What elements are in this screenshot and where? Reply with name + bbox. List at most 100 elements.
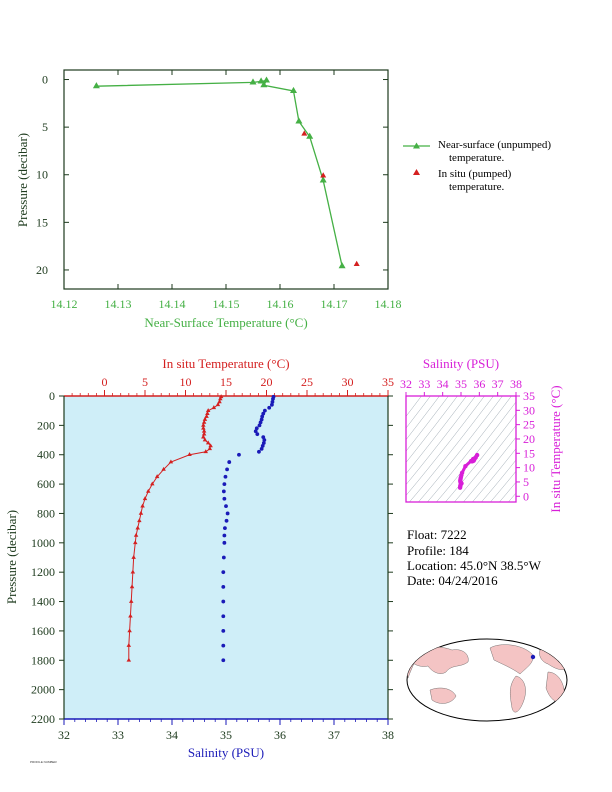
pumped-temperature-point (320, 172, 327, 178)
ts-y-tick-label: 30 (523, 403, 535, 417)
ts-y-tick-label: 35 (523, 389, 535, 403)
pressure-tick-label: 800 (37, 506, 55, 520)
top-y-tick-label: 5 (42, 120, 48, 134)
near-surface-temperature-chart: 14.12 14.13 14.14 14.15 14.16 14.17 14.18 0 5 10… (15, 69, 402, 330)
salinity-profile-point (260, 444, 265, 448)
salinity-profile-point (225, 467, 229, 472)
temperature-profile-point (154, 474, 160, 479)
temperature-profile-point (133, 540, 138, 545)
pressure-tick-label: 1200 (31, 565, 55, 579)
temperature-profile-point (129, 584, 135, 589)
salinity-profile-point (221, 489, 226, 494)
salinity-profile-point (270, 399, 275, 404)
top-y-tick-label: 15 (36, 215, 48, 229)
ts-x-tick-label: 37 (492, 377, 504, 391)
pressure-tick-label: 0 (49, 389, 55, 403)
density-contour (481, 459, 516, 502)
unpumped-temperature-point (338, 262, 346, 269)
top-x-tick-label: 14.18 (375, 297, 402, 311)
salinity-profile-point (223, 526, 227, 531)
salinity-profile-point (222, 496, 227, 501)
density-contour (508, 492, 516, 502)
temperature-tick-label: 25 (301, 375, 313, 389)
salinity-profile-point (237, 452, 241, 457)
salinity-profile-point (261, 435, 266, 440)
profile-series-marks (126, 394, 276, 663)
temperature-tick-label: 15 (220, 375, 232, 389)
salinity-profile-point (222, 540, 227, 545)
pressure-tick-label: 1000 (31, 536, 55, 550)
temperature-profile-point (131, 554, 136, 559)
ts-x-tick-label: 35 (455, 377, 467, 391)
temperature-profile-point (150, 481, 155, 486)
pressure-tick-label: 600 (37, 477, 55, 491)
density-contour (406, 396, 449, 452)
temperature-profile-point (133, 532, 139, 537)
profile-chart-background (64, 396, 388, 719)
top-x-tick-label: 14.14 (159, 297, 186, 311)
density-contour (406, 396, 440, 441)
density-contour (472, 448, 516, 502)
top-x-tick-label: 14.12 (51, 297, 78, 311)
salinity-profile-point (262, 438, 267, 442)
salinity-profile-point (222, 533, 227, 538)
ts-point (457, 485, 463, 490)
ts-x-tick-label: 33 (418, 377, 430, 391)
unpumped-temperature-point (263, 76, 270, 83)
density-contour (406, 396, 458, 463)
legend-label-pumped-1: In situ (pumped) (438, 168, 512, 180)
float-location-marker (530, 654, 536, 660)
ts-y-tick-label: 5 (523, 475, 529, 489)
legend-marker-unpumped (413, 142, 420, 149)
unpumped-temperature-point (295, 117, 303, 124)
temperature-profile-point (127, 628, 132, 633)
salinity-profile-point (257, 449, 261, 454)
pressure-tick-label: 2000 (31, 683, 55, 697)
unpumped-temperature-point (257, 77, 265, 84)
temperature-axis-label: In situ Temperature (°C) (162, 356, 289, 371)
salinity-tick-label: 35 (220, 728, 232, 742)
density-contour (463, 436, 516, 502)
map-australia (429, 687, 457, 704)
temperature-profile-point (201, 428, 207, 433)
salinity-profile-point (257, 423, 262, 428)
salinity-tick-label: 32 (58, 728, 70, 742)
density-contour (406, 396, 422, 417)
salinity-profile-point (224, 504, 228, 509)
density-contour (427, 396, 512, 502)
pressure-ticks: 0 200 400 600 800 1000 1200 1400 1600 1800 2000 220… (31, 389, 393, 726)
temperature-profile-point (168, 459, 174, 464)
density-contour (523, 390, 612, 506)
temperature-profile-point (201, 422, 206, 427)
salinity-tick-label: 33 (112, 728, 124, 742)
salinity-profile-point (253, 429, 258, 434)
temperature-profile-point (215, 402, 221, 407)
temperature-profile-point (201, 431, 207, 436)
temperature-profile-point (205, 408, 211, 413)
profile-number: Profile: 184 (407, 543, 469, 558)
top-y-ticks: 0 5 10 15 20 (36, 73, 388, 277)
salinity-profile-point (221, 584, 226, 589)
density-contour (454, 425, 516, 502)
profile-chart: 0 5 10 15 20 25 30 35 32 33 34 35 36 37 38 0 200 400 600… (4, 356, 394, 760)
ts-x-tick-label: 38 (510, 377, 522, 391)
density-contour (445, 413, 516, 502)
temperature-tick-label: 30 (342, 375, 354, 389)
ts-points (457, 452, 480, 490)
pressure-tick-label: 400 (37, 448, 55, 462)
salinity-profile-point (221, 643, 226, 648)
salinity-profile-point (255, 432, 260, 437)
temperature-tick-label: 10 (180, 375, 192, 389)
salinity-profile-point (224, 518, 229, 523)
temperature-profile-point (217, 399, 222, 404)
salinity-profile-point (261, 411, 266, 416)
temperature-profile-point (137, 518, 142, 523)
unpumped-temperature-point (290, 86, 297, 94)
density-contour (406, 396, 431, 429)
unpumped-temperature-point (92, 82, 100, 89)
top-x-tick-label: 14.17 (321, 297, 348, 311)
salinity-tick-label: 37 (328, 728, 340, 742)
ts-y-tick-label: 25 (523, 418, 535, 432)
